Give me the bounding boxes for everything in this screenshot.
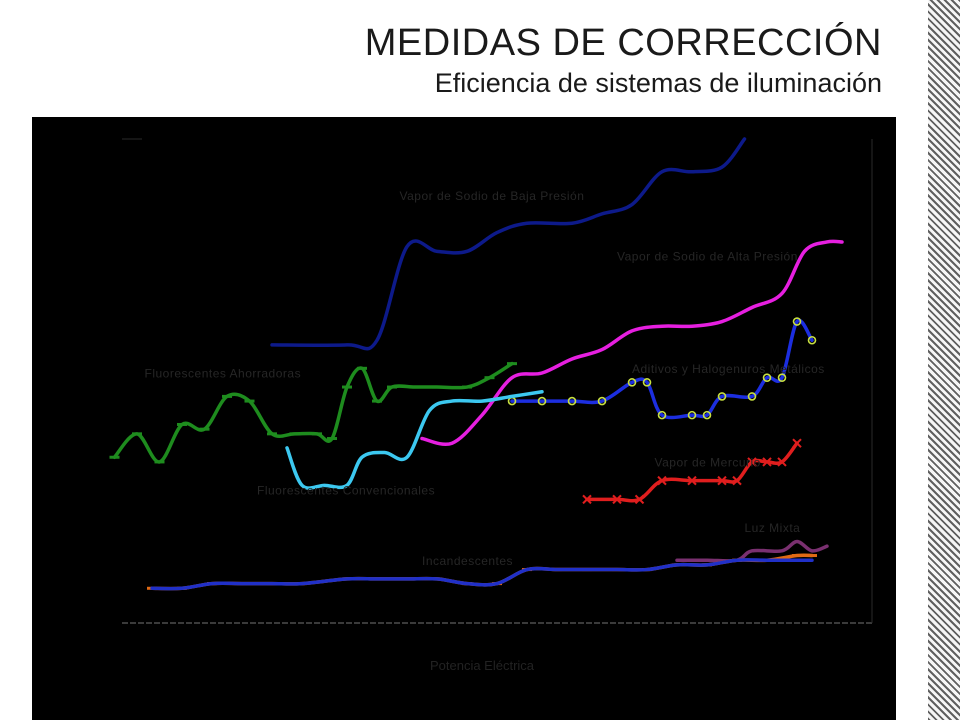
data-point: [777, 373, 787, 382]
series-line: [285, 389, 544, 490]
data-point: [717, 475, 727, 486]
slide-title: MEDIDAS DE CORRECCIÓN: [364, 22, 882, 64]
data-point: [807, 335, 817, 345]
data-point: [762, 373, 772, 382]
series-line: [270, 137, 747, 351]
series-2: [507, 317, 817, 420]
data-point: [762, 457, 772, 467]
series-6: [150, 558, 814, 591]
series-1: [420, 239, 844, 446]
chart-annotations: Vapor de Sodio de Baja Presión Vapor de S…: [145, 189, 825, 568]
series-8: [285, 389, 544, 490]
series-line: [510, 318, 814, 420]
data-point: [687, 475, 697, 486]
data-point: [582, 494, 592, 505]
annotation-4: Fluorescentes Convencionales: [257, 484, 435, 498]
series-3: [582, 438, 802, 505]
chart-axes: [122, 138, 873, 624]
series-7: [109, 361, 517, 464]
efficiency-line-chart: Vapor de Sodio de Baja Presión Vapor de S…: [109, 137, 873, 673]
chart-series: [109, 137, 844, 591]
data-point: [717, 392, 727, 401]
annotation-5: Vapor de Mercurio: [655, 456, 761, 470]
slide-subtitle: Eficiencia de sistemas de iluminación: [434, 68, 882, 98]
series-line: [585, 441, 799, 503]
annotation-2: Fluorescentes Ahorradoras: [145, 367, 302, 381]
series-0: [270, 137, 747, 351]
series-4: [675, 539, 829, 563]
series-line: [675, 539, 829, 563]
data-point: [612, 494, 622, 505]
data-point: [567, 396, 577, 406]
data-point: [627, 378, 637, 387]
series-line: [420, 239, 844, 446]
chart-area: Vapor de Sodio de Baja Presión Vapor de S…: [32, 117, 896, 720]
annotation-1: Vapor de Sodio de Alta Presión: [617, 250, 798, 264]
data-point: [747, 457, 757, 467]
data-point: [597, 396, 607, 406]
data-point: [657, 475, 667, 486]
annotation-3: Aditivos y Halogenuros Metálicos: [632, 362, 825, 376]
annotation-7: Incandescentes: [422, 554, 513, 568]
x-axis-label: Potencia Eléctrica: [430, 658, 535, 673]
slide-title-block: MEDIDAS DE CORRECCIÓN Eficiencia de sist…: [365, 20, 882, 100]
data-point: [657, 410, 667, 420]
data-point: [777, 457, 787, 467]
annotation-0: Vapor de Sodio de Baja Presión: [400, 189, 585, 203]
data-point: [747, 392, 757, 401]
data-point: [537, 396, 547, 406]
annotation-6: Luz Mixta: [745, 521, 801, 535]
data-point: [687, 410, 697, 420]
decorative-edge-pattern: [928, 0, 960, 720]
data-point: [642, 378, 652, 387]
data-point: [732, 475, 742, 486]
data-point: [634, 494, 645, 505]
data-point: [792, 438, 802, 448]
data-point: [792, 317, 802, 326]
data-point: [702, 410, 712, 420]
